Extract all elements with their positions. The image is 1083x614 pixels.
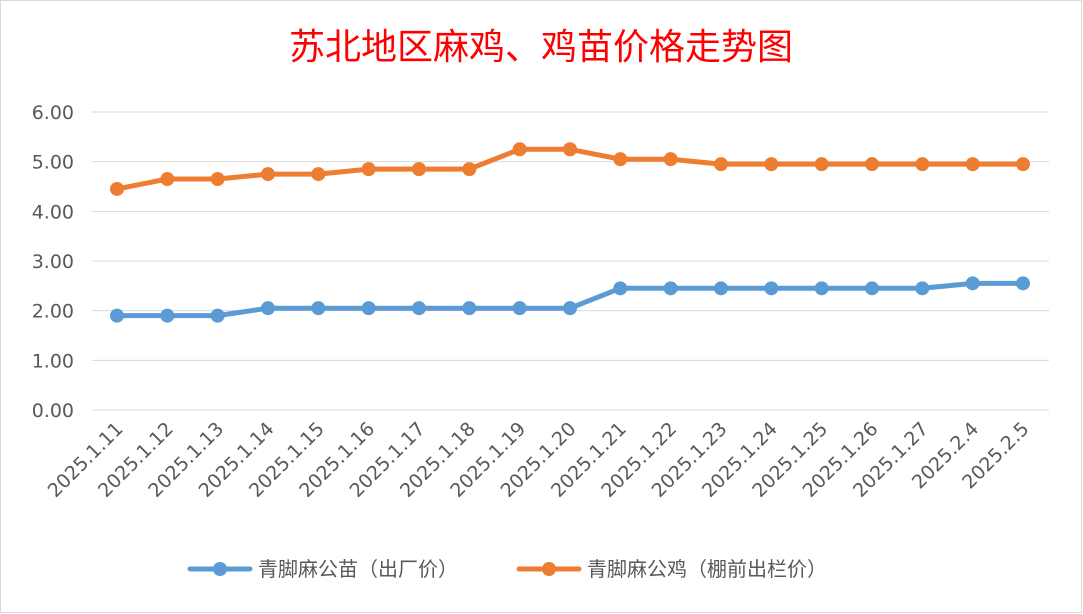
y-tick-label: 3.00 bbox=[32, 251, 74, 273]
data-point bbox=[915, 157, 930, 172]
legend-label-rooster: 青脚麻公鸡（棚前出栏价） bbox=[587, 557, 827, 581]
data-point bbox=[915, 281, 930, 296]
data-point bbox=[311, 167, 326, 182]
data-point bbox=[512, 142, 527, 157]
y-tick-label: 1.00 bbox=[32, 350, 74, 372]
data-point bbox=[1016, 276, 1030, 291]
series-0 bbox=[110, 276, 1030, 323]
legend-item-rooster: 青脚麻公鸡（棚前出栏价） bbox=[516, 557, 827, 581]
data-point bbox=[361, 162, 376, 177]
legend: 青脚麻公苗（出厂价） 青脚麻公鸡（棚前出栏价） bbox=[187, 557, 827, 581]
y-tick-label: 0.00 bbox=[32, 400, 74, 422]
y-axis-labels: 0.00 1.00 2.00 3.00 4.00 5.00 6.00 bbox=[32, 102, 74, 422]
data-point bbox=[462, 162, 477, 177]
data-point bbox=[311, 301, 326, 316]
data-point bbox=[361, 301, 376, 316]
data-point bbox=[1016, 157, 1030, 172]
data-point bbox=[764, 157, 779, 172]
legend-label-seedling: 青脚麻公苗（出厂价） bbox=[258, 557, 458, 581]
y-tick-label: 4.00 bbox=[32, 201, 74, 223]
data-point bbox=[563, 142, 577, 157]
data-point bbox=[110, 308, 124, 323]
y-tick-label: 5.00 bbox=[32, 152, 74, 174]
data-point bbox=[512, 301, 527, 316]
legend-item-seedling: 青脚麻公苗（出厂价） bbox=[187, 557, 458, 581]
series-1 bbox=[110, 142, 1030, 196]
data-point bbox=[865, 281, 879, 296]
data-point bbox=[160, 308, 175, 323]
data-point bbox=[814, 281, 829, 296]
y-tick-label: 6.00 bbox=[32, 102, 74, 124]
data-point bbox=[160, 172, 175, 187]
data-point bbox=[613, 281, 628, 296]
chart-title: 苏北地区麻鸡、鸡苗价格走势图 bbox=[289, 27, 793, 68]
data-point bbox=[210, 308, 225, 323]
data-point bbox=[261, 167, 275, 182]
data-point bbox=[563, 301, 577, 316]
data-point bbox=[814, 157, 829, 172]
series-group bbox=[110, 142, 1030, 323]
y-tick-label: 2.00 bbox=[32, 301, 74, 323]
data-point bbox=[462, 301, 477, 316]
data-point bbox=[663, 152, 678, 167]
data-point bbox=[965, 157, 980, 172]
data-point bbox=[764, 281, 779, 296]
data-point bbox=[714, 157, 728, 172]
data-point bbox=[965, 276, 980, 291]
legend-marker-rooster bbox=[542, 562, 556, 576]
data-point bbox=[412, 162, 426, 177]
data-point bbox=[412, 301, 426, 316]
data-point bbox=[261, 301, 275, 316]
data-point bbox=[613, 152, 628, 167]
data-point bbox=[865, 157, 879, 172]
data-point bbox=[110, 181, 124, 196]
legend-marker-seedling bbox=[213, 562, 227, 576]
data-point bbox=[210, 172, 225, 187]
data-point bbox=[663, 281, 678, 296]
data-point bbox=[714, 281, 728, 296]
